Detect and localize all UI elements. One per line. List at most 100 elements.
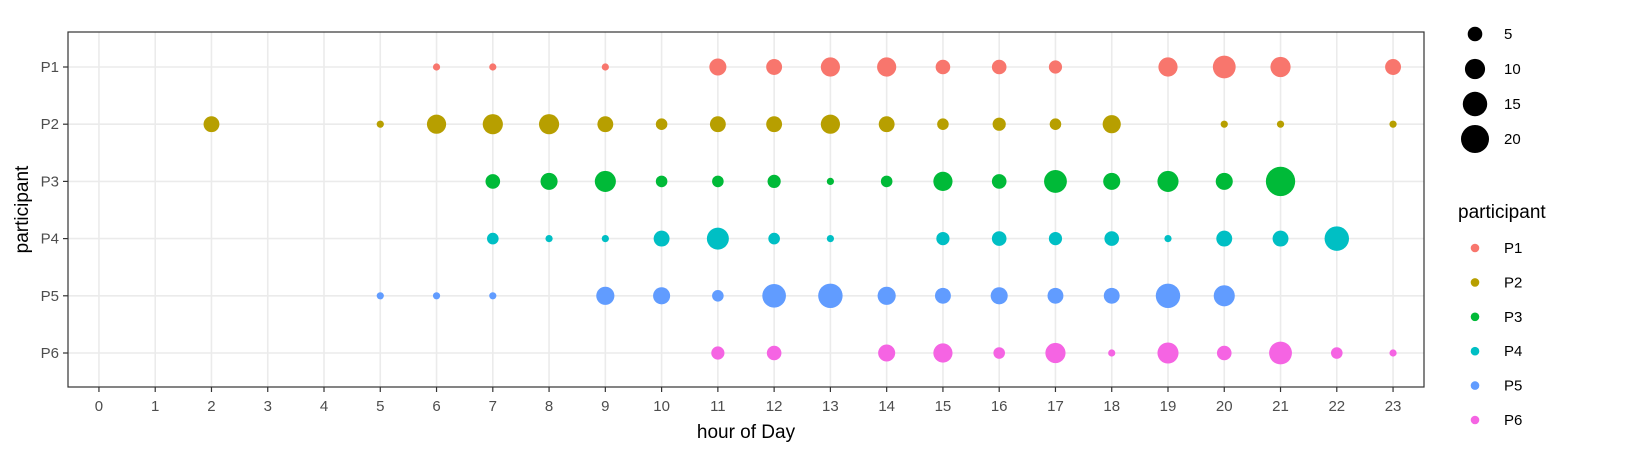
data-point-p6	[933, 343, 953, 363]
data-point-p1	[489, 63, 497, 71]
panel-background	[68, 32, 1424, 387]
x-axis-title: hour of Day	[697, 422, 796, 443]
data-point-p5	[1213, 285, 1235, 307]
x-tick-label: 14	[878, 398, 895, 415]
data-point-p2	[1220, 120, 1228, 128]
data-point-p4	[653, 230, 670, 247]
color-legend-label: P5	[1504, 378, 1522, 395]
color-legend-key-p3	[1470, 312, 1480, 322]
data-point-p1	[877, 57, 897, 77]
size-legend-label: 10	[1504, 61, 1521, 78]
color-legend-label: P4	[1504, 343, 1522, 360]
data-point-p3	[767, 174, 781, 188]
data-point-p6	[1157, 342, 1179, 364]
data-point-p5	[1155, 283, 1181, 309]
x-tick-label: 2	[207, 398, 215, 415]
x-tick-label: 13	[822, 398, 839, 415]
x-axis-ticks: 0 1 2 3 4 5 6 7 8 9 10 11 12 13 14 15 16 17 18 19 20 21 22 23	[95, 387, 1401, 415]
color-legend-label: P2	[1504, 274, 1522, 291]
data-point-p6	[1389, 349, 1397, 357]
y-tick-label: P1	[41, 59, 59, 76]
data-point-p5	[762, 283, 786, 308]
data-point-p3	[540, 172, 558, 190]
x-tick-label: 19	[1160, 398, 1177, 415]
size-legend: 5 10 15 20	[1460, 26, 1521, 154]
data-point-p3	[655, 175, 668, 188]
data-point-p4	[826, 235, 834, 243]
data-point-p3	[1265, 166, 1296, 197]
data-point-p1	[709, 58, 727, 76]
x-tick-label: 7	[489, 398, 497, 415]
data-point-p5	[818, 283, 843, 309]
color-legend-label: P6	[1504, 412, 1522, 429]
x-tick-label: 10	[653, 398, 670, 415]
data-point-p5	[653, 287, 671, 305]
data-point-p4	[545, 235, 553, 243]
size-legend-label: 20	[1504, 131, 1521, 148]
color-legend-key-p6	[1470, 415, 1480, 425]
data-point-p3	[1215, 172, 1233, 190]
data-point-p3	[880, 175, 893, 188]
size-legend-key	[1467, 26, 1483, 42]
data-point-p4	[1216, 230, 1233, 247]
data-point-p5	[376, 292, 384, 300]
data-point-p6	[878, 344, 896, 362]
data-point-p3	[826, 177, 834, 185]
data-point-p3	[594, 170, 616, 192]
color-legend-key-p1	[1470, 243, 1480, 253]
data-point-p4	[1164, 235, 1172, 243]
data-point-p1	[991, 59, 1007, 75]
x-tick-label: 6	[432, 398, 440, 415]
data-point-p5	[489, 292, 497, 300]
y-axis-title: participant	[12, 165, 33, 253]
data-point-p1	[432, 63, 441, 71]
size-legend-key	[1460, 124, 1490, 154]
x-tick-label: 22	[1328, 398, 1345, 415]
data-point-p1	[1212, 55, 1236, 79]
color-legend-key-p5	[1470, 381, 1480, 390]
color-legend-key-p2	[1470, 278, 1480, 287]
x-tick-label: 8	[545, 398, 553, 415]
y-tick-label: P5	[41, 288, 59, 305]
data-point-p6	[993, 347, 1005, 359]
x-tick-label: 9	[601, 398, 609, 415]
x-tick-label: 20	[1216, 398, 1233, 415]
data-point-p6	[1108, 349, 1116, 357]
data-point-p3	[933, 171, 953, 191]
data-point-p2	[878, 116, 895, 133]
data-point-p4	[991, 231, 1007, 246]
data-point-p5	[596, 286, 615, 305]
x-tick-label: 16	[991, 398, 1008, 415]
data-point-p5	[712, 290, 724, 302]
y-tick-label: P2	[41, 116, 59, 133]
x-tick-label: 11	[710, 398, 726, 415]
data-point-p5	[877, 286, 896, 305]
data-point-p1	[766, 59, 783, 75]
data-point-p2	[709, 116, 726, 133]
data-point-p6	[766, 345, 782, 361]
data-point-p2	[538, 114, 560, 135]
x-tick-label: 1	[151, 398, 159, 415]
data-point-p2	[655, 118, 668, 130]
data-point-p3	[991, 174, 1007, 189]
data-point-p6	[1330, 347, 1343, 359]
x-tick-label: 3	[264, 398, 272, 415]
data-point-p5	[1047, 287, 1064, 304]
data-point-p2	[426, 114, 447, 134]
data-point-p4	[706, 227, 729, 250]
data-point-p2	[937, 118, 949, 130]
data-point-p5	[1103, 287, 1120, 304]
plot-panel	[68, 32, 1424, 387]
data-point-p5	[934, 287, 951, 304]
size-legend-label: 15	[1504, 96, 1521, 113]
y-tick-label: P6	[41, 345, 59, 362]
x-tick-label: 0	[95, 398, 103, 415]
y-axis-ticks: P1 P2 P3 P4 P5 P6	[41, 59, 68, 362]
data-point-p6	[711, 346, 725, 360]
data-point-p4	[601, 235, 609, 243]
color-legend-label: P3	[1504, 309, 1522, 326]
grid-lines	[68, 32, 1424, 387]
data-point-p2	[203, 116, 220, 133]
data-point-p2	[1389, 120, 1397, 128]
